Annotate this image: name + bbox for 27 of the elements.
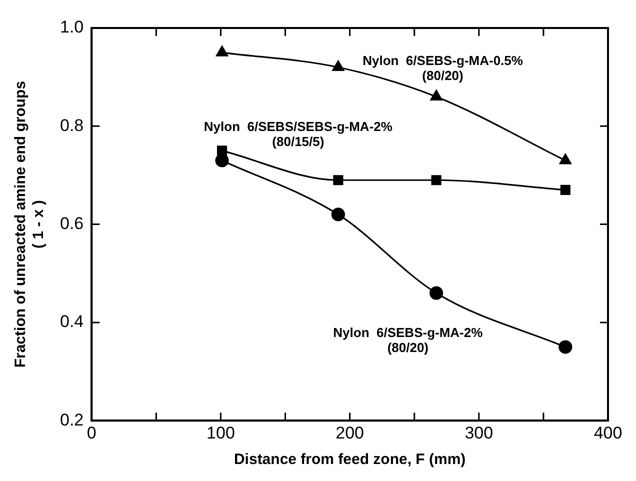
point (215, 154, 229, 168)
series-label: Nylon 6/SEBS-g-MA-0.5% (80/20) (362, 52, 524, 83)
x-tick-label: 0 (86, 423, 96, 442)
y-tick-label: 0.8 (60, 116, 84, 135)
x-tick-label: 400 (594, 423, 622, 442)
y-tick-label: 1.0 (60, 18, 84, 37)
point (430, 286, 444, 300)
x-tick-label: 200 (336, 423, 364, 442)
point (560, 184, 570, 195)
point (333, 175, 344, 186)
point (216, 146, 228, 156)
series-label: Nylon 6/SEBS/SEBS-g-MA-2% (80/15/5) (204, 119, 393, 150)
point (216, 46, 228, 56)
point (559, 154, 572, 164)
y-tick-label: 0.4 (60, 312, 84, 332)
y-axis-title: Fraction of unreacted amine end groups ( 1 - x ) (12, 80, 48, 368)
y-tick-label: 0.6 (60, 214, 84, 233)
x-axis-title: Distance from feed zone, F (mm) (234, 451, 466, 468)
point (558, 340, 572, 354)
point (430, 90, 442, 101)
series-label: Nylon 6/SEBS-g-MA-2% (80/20) (333, 325, 484, 356)
x-tick-label: 100 (206, 423, 235, 442)
point (331, 208, 345, 222)
x-tick-label: 300 (464, 423, 494, 442)
point (431, 175, 442, 186)
point (332, 60, 344, 72)
y-tick-label: 0.2 (60, 410, 84, 430)
